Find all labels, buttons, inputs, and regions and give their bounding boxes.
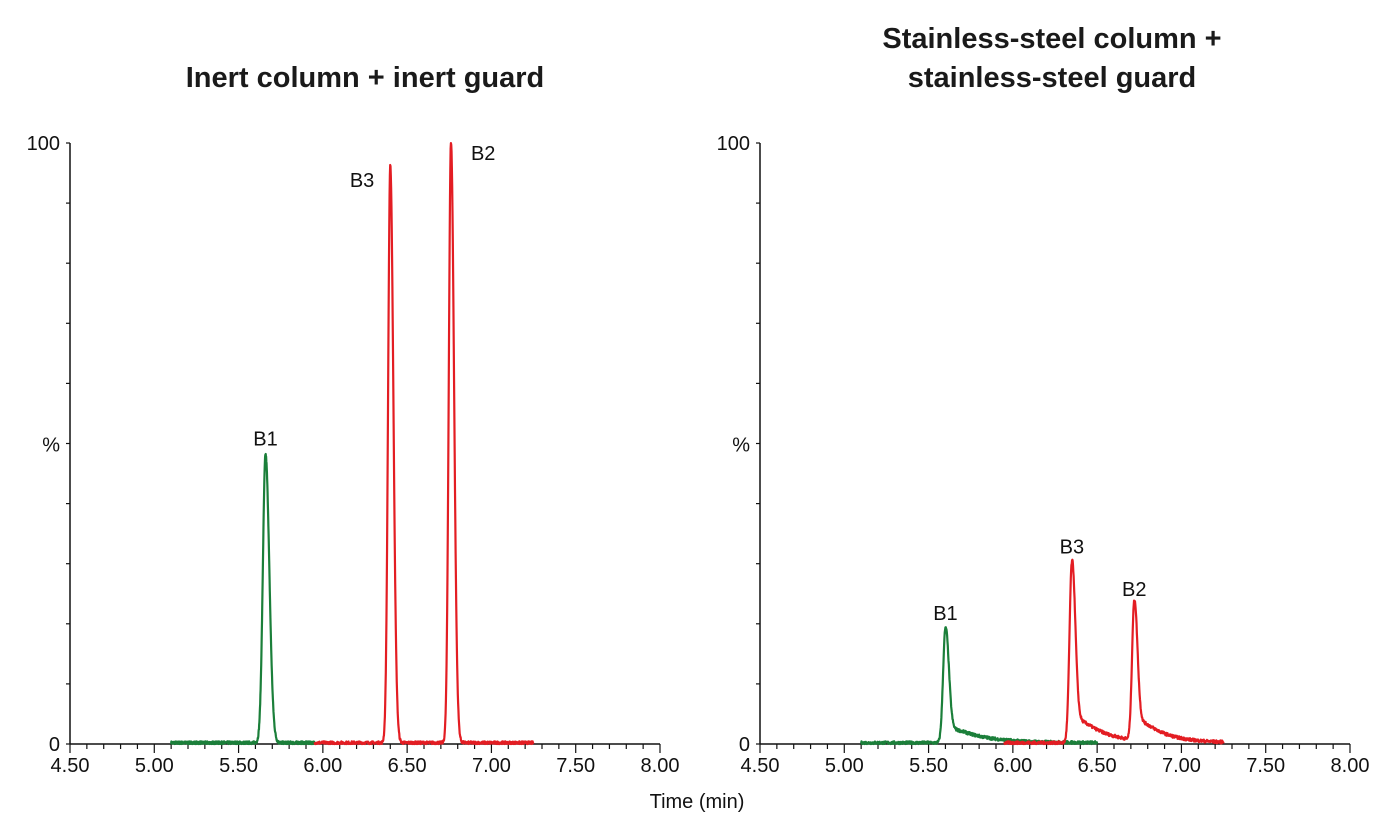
x-tick-label: 5.00 xyxy=(135,755,174,777)
y-tick-label: 0 xyxy=(49,734,60,756)
y-tick-label: 100 xyxy=(717,133,750,155)
x-tick-label: 6.50 xyxy=(388,755,427,777)
peak-label: B2 xyxy=(471,143,495,165)
chart-panel-inert: Inert column + inert guard 4.50 5.00 5.50 6.… xyxy=(27,62,680,777)
series-trace xyxy=(860,626,1099,746)
chart-title-line: stainless-steel guard xyxy=(908,62,1197,94)
x-tick-label: 7.00 xyxy=(1162,755,1201,777)
x-tick-label: 5.50 xyxy=(909,755,948,777)
x-tick-label: 8.00 xyxy=(641,755,680,777)
x-tick-label: 5.50 xyxy=(219,755,258,777)
y-tick-label: 100 xyxy=(27,133,60,155)
x-tick-label: 4.50 xyxy=(741,755,780,777)
series-trace xyxy=(170,452,316,746)
x-tick-label: 4.50 xyxy=(51,755,90,777)
peak-label: B1 xyxy=(933,603,957,625)
peak-label: B2 xyxy=(1122,579,1146,601)
chart-title-line: Stainless-steel column + xyxy=(882,23,1221,55)
peak-label: B3 xyxy=(350,170,374,192)
x-tick-label: 5.00 xyxy=(825,755,864,777)
peak-label: B1 xyxy=(253,429,277,451)
x-tick-label: 8.00 xyxy=(1331,755,1370,777)
x-tick-label: 7.50 xyxy=(556,755,595,777)
x-tick-label: 6.00 xyxy=(993,755,1032,777)
x-tick-label: 6.00 xyxy=(303,755,342,777)
x-tick-label: 7.00 xyxy=(472,755,511,777)
peak-label: B3 xyxy=(1060,537,1084,559)
y-axis-label: % xyxy=(42,435,60,457)
chart-panel-stainless-steel: Stainless-steel column + stainless-steel … xyxy=(717,23,1370,777)
y-tick-label: 0 xyxy=(739,734,750,756)
x-tick-label: 7.50 xyxy=(1246,755,1285,777)
y-axis-label: % xyxy=(732,435,750,457)
x-axis-label: Time (min) xyxy=(650,791,745,813)
chart-title-line: Inert column + inert guard xyxy=(186,62,545,94)
series-trace xyxy=(313,141,535,746)
x-tick-label: 6.50 xyxy=(1078,755,1117,777)
series-trace xyxy=(1003,558,1225,746)
